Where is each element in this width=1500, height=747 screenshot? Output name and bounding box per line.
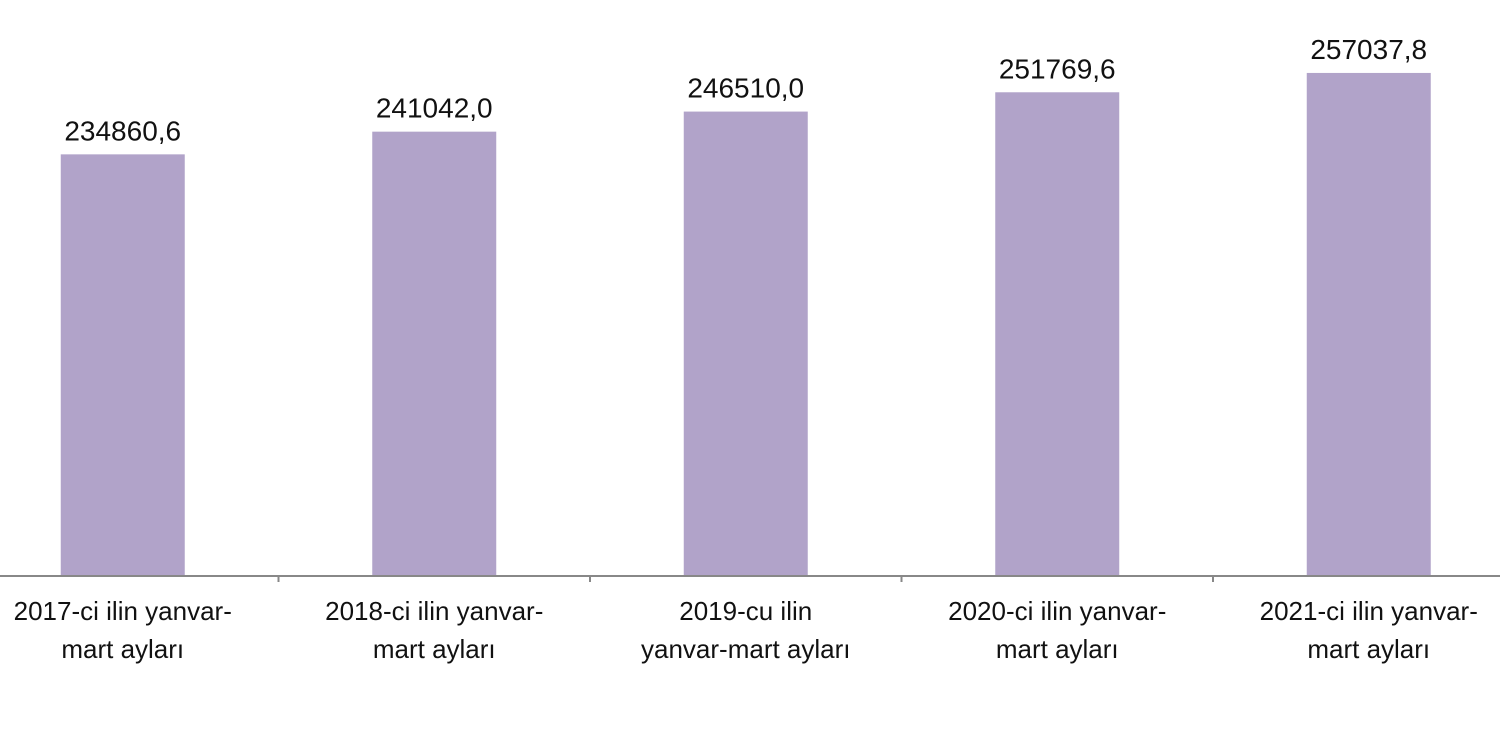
value-label: 241042,0 (376, 93, 493, 124)
value-label: 257037,8 (1310, 34, 1427, 65)
x-tick-label: 2019-cu ilin yanvar-mart ayları (641, 596, 851, 664)
x-tick-label: 2018-ci ilin yanvar-mart ayları (325, 596, 544, 664)
bar (995, 92, 1120, 576)
bar (60, 154, 185, 576)
x-tick-label: 2021-ci ilin yanvar-mart ayları (1259, 596, 1478, 664)
bar (683, 111, 808, 576)
value-label: 251769,6 (999, 53, 1116, 84)
value-label: 246510,0 (687, 73, 804, 104)
bar (1306, 72, 1431, 576)
x-tick-label: 2020-ci ilin yanvar-mart ayları (948, 596, 1167, 664)
bar (372, 131, 497, 576)
value-label: 234860,6 (64, 115, 181, 146)
x-tick-label: 2017-ci ilin yanvar-mart ayları (13, 596, 232, 664)
